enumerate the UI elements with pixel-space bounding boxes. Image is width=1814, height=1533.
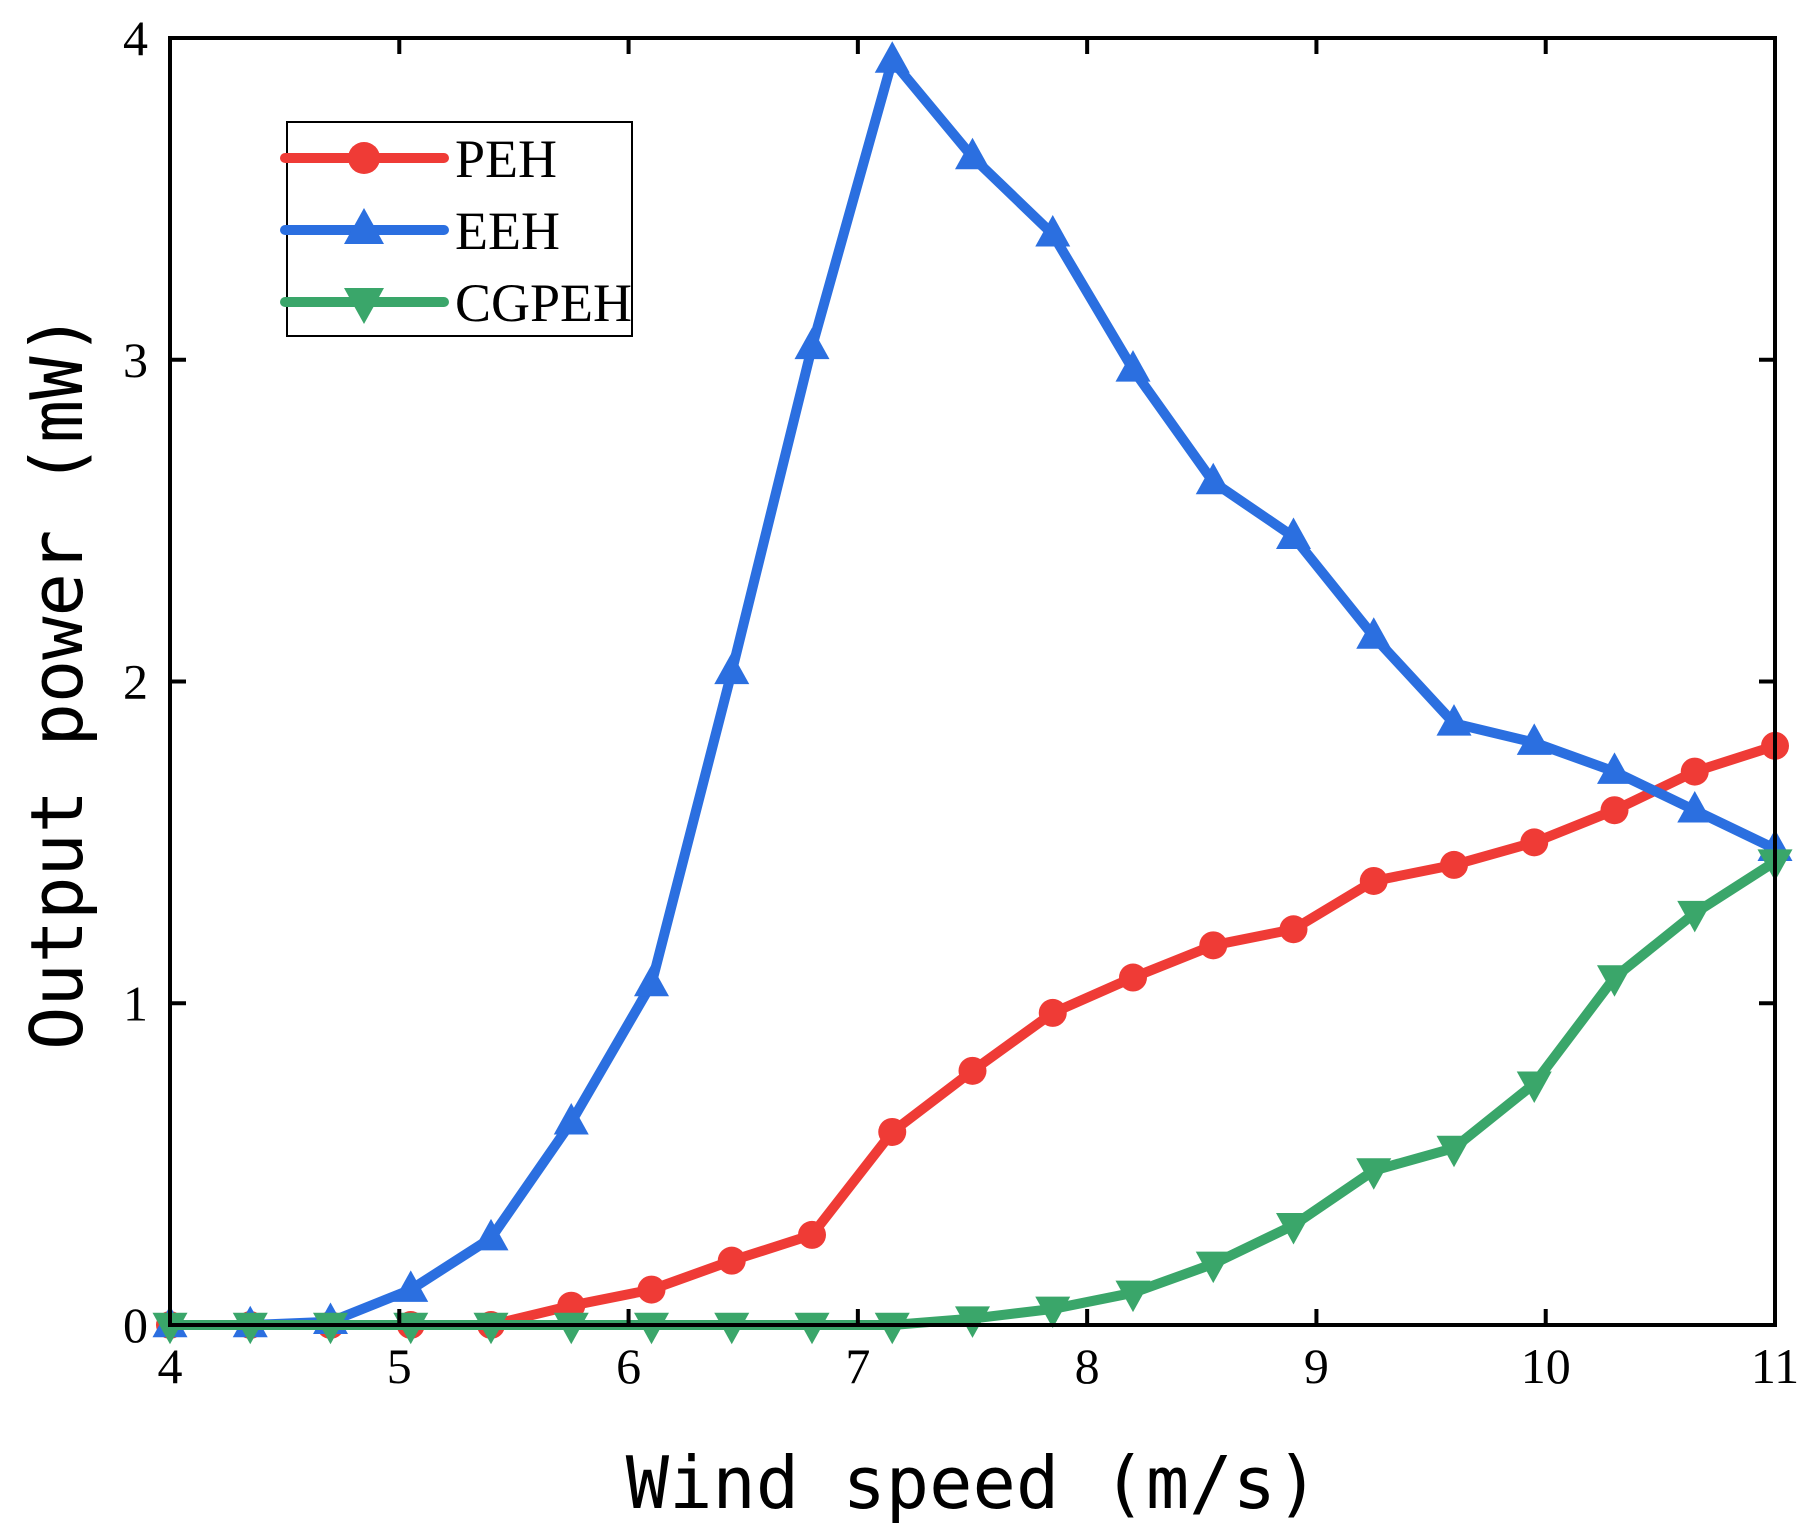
data-point-eeh [1516, 723, 1552, 755]
data-point-eeh [1677, 790, 1713, 823]
data-point-peh [1119, 963, 1147, 992]
y-tick-label: 4 [123, 10, 148, 66]
data-point-cgpeh [1276, 1213, 1311, 1245]
legend-label: EEH [455, 201, 560, 261]
data-point-cgpeh [1677, 900, 1713, 933]
data-point-cgpeh [152, 1312, 188, 1345]
data-point-cgpeh [1115, 1280, 1151, 1313]
y-axis-title: Output power (mW) [15, 313, 99, 1050]
data-point-peh [1279, 915, 1308, 944]
data-point-cgpeh [232, 1312, 268, 1345]
legend-label: PEH [455, 129, 557, 189]
x-tick-label: 9 [1304, 1338, 1329, 1394]
data-point-cgpeh [313, 1312, 348, 1345]
data-point-eeh [955, 137, 990, 170]
legend-label: CGPEH [455, 273, 632, 333]
data-point-eeh [473, 1218, 509, 1251]
data-point-eeh [393, 1270, 429, 1302]
data-point-peh [717, 1246, 746, 1275]
data-point-eeh [1436, 704, 1472, 736]
data-point-eeh [1597, 752, 1632, 784]
legend-marker-peh [348, 142, 380, 174]
data-point-eeh [874, 41, 910, 73]
data-point-peh [1440, 850, 1468, 879]
data-point-peh [1680, 757, 1709, 786]
data-point-cgpeh [553, 1312, 589, 1345]
x-tick-label: 7 [845, 1338, 870, 1394]
data-point-cgpeh [1195, 1251, 1231, 1284]
y-tick-label: 2 [123, 654, 148, 710]
x-tick-label: 11 [1751, 1338, 1799, 1394]
data-point-peh [958, 1056, 987, 1085]
data-point-peh [1038, 998, 1067, 1027]
y-tick-label: 0 [123, 1297, 148, 1353]
data-point-eeh [1035, 215, 1071, 247]
legend-item-peh: PEH [280, 129, 557, 189]
legend-marker-cgpeh [344, 288, 384, 324]
series-cgpeh [152, 849, 1793, 1345]
data-point-eeh [794, 327, 830, 360]
x-tick-label: 4 [158, 1338, 183, 1394]
data-point-cgpeh [874, 1312, 910, 1345]
data-point-cgpeh [1436, 1135, 1472, 1168]
data-point-peh [1600, 796, 1629, 825]
data-point-eeh [1356, 617, 1392, 649]
data-point-eeh [714, 652, 750, 685]
data-point-eeh [553, 1103, 589, 1135]
legend-item-cgpeh: CGPEH [280, 273, 632, 333]
data-point-peh [1199, 931, 1228, 960]
legend-marker-eeh [344, 208, 384, 244]
data-point-eeh [634, 964, 669, 997]
data-point-eeh [1115, 350, 1151, 382]
data-point-cgpeh [1597, 965, 1632, 997]
data-point-peh [798, 1220, 826, 1249]
x-tick-label: 8 [1075, 1338, 1100, 1394]
data-point-peh [557, 1291, 586, 1320]
data-point-cgpeh [1356, 1158, 1392, 1190]
data-point-cgpeh [634, 1312, 669, 1345]
data-point-cgpeh [794, 1312, 830, 1345]
legend-item-eeh: EEH [280, 201, 560, 261]
data-point-eeh [1195, 462, 1231, 495]
x-tick-label: 5 [387, 1338, 412, 1394]
series-peh [156, 731, 1789, 1339]
data-point-cgpeh [473, 1312, 509, 1345]
data-point-cgpeh [1035, 1296, 1071, 1329]
data-point-cgpeh [393, 1312, 429, 1345]
data-point-peh [1359, 866, 1388, 895]
y-tick-label: 1 [123, 975, 148, 1031]
x-tick-label: 10 [1521, 1338, 1571, 1394]
x-axis-title: Wind speed (m/s) [626, 1441, 1320, 1525]
data-point-eeh [1276, 517, 1311, 549]
data-point-peh [637, 1275, 666, 1304]
data-point-cgpeh [714, 1312, 750, 1345]
y-tick-label: 3 [123, 332, 148, 388]
data-point-peh [878, 1117, 907, 1146]
x-tick-label: 6 [616, 1338, 641, 1394]
data-point-cgpeh [955, 1306, 990, 1338]
data-point-peh [1520, 828, 1549, 857]
data-point-cgpeh [1516, 1071, 1552, 1103]
